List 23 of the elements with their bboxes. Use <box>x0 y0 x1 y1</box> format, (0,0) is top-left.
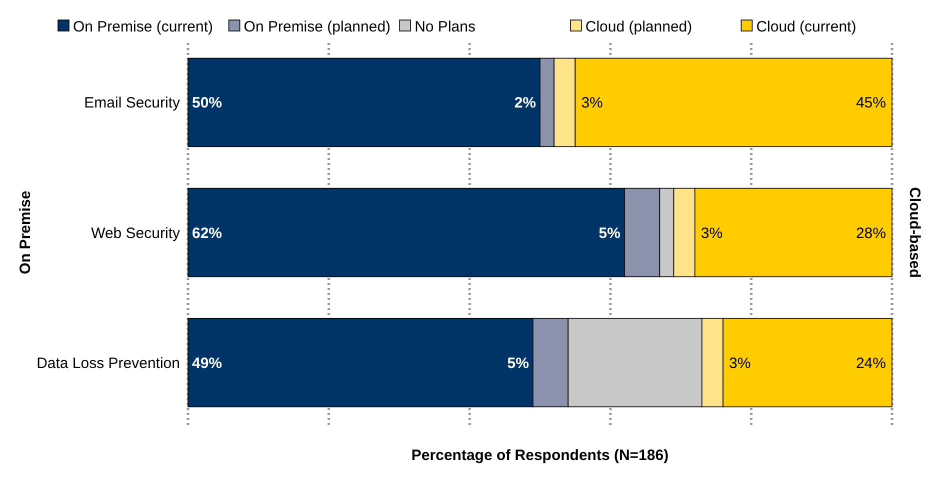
data-label: 45% <box>856 94 886 112</box>
data-label: 49% <box>192 354 222 372</box>
y-tick-label: Data Loss Prevention <box>36 354 180 372</box>
legend-label: On Premise (planned) <box>244 18 391 36</box>
legend-label: Cloud (planned) <box>585 18 692 36</box>
data-label: 3% <box>729 354 751 372</box>
legend-label: No Plans <box>414 18 476 36</box>
data-label: 5% <box>598 224 620 242</box>
y-tick-label: Web Security <box>91 224 180 242</box>
y-tick-label: Email Security <box>84 94 180 112</box>
data-label: 3% <box>700 224 723 242</box>
text: On Premise <box>17 190 34 274</box>
legend-label: Cloud (current) <box>756 18 856 36</box>
legend-label: On Premise (current) <box>73 18 214 36</box>
data-label: 2% <box>514 94 536 112</box>
data-label: 3% <box>581 94 603 112</box>
data-label: 24% <box>856 354 886 372</box>
data-label: 28% <box>856 224 886 242</box>
x-axis-title: Percentage of Respondents (N=186) <box>411 447 669 464</box>
data-label: 50% <box>192 94 222 112</box>
data-label: 5% <box>507 354 529 372</box>
data-label: 62% <box>192 224 222 242</box>
text: Cloud-based <box>906 187 923 278</box>
